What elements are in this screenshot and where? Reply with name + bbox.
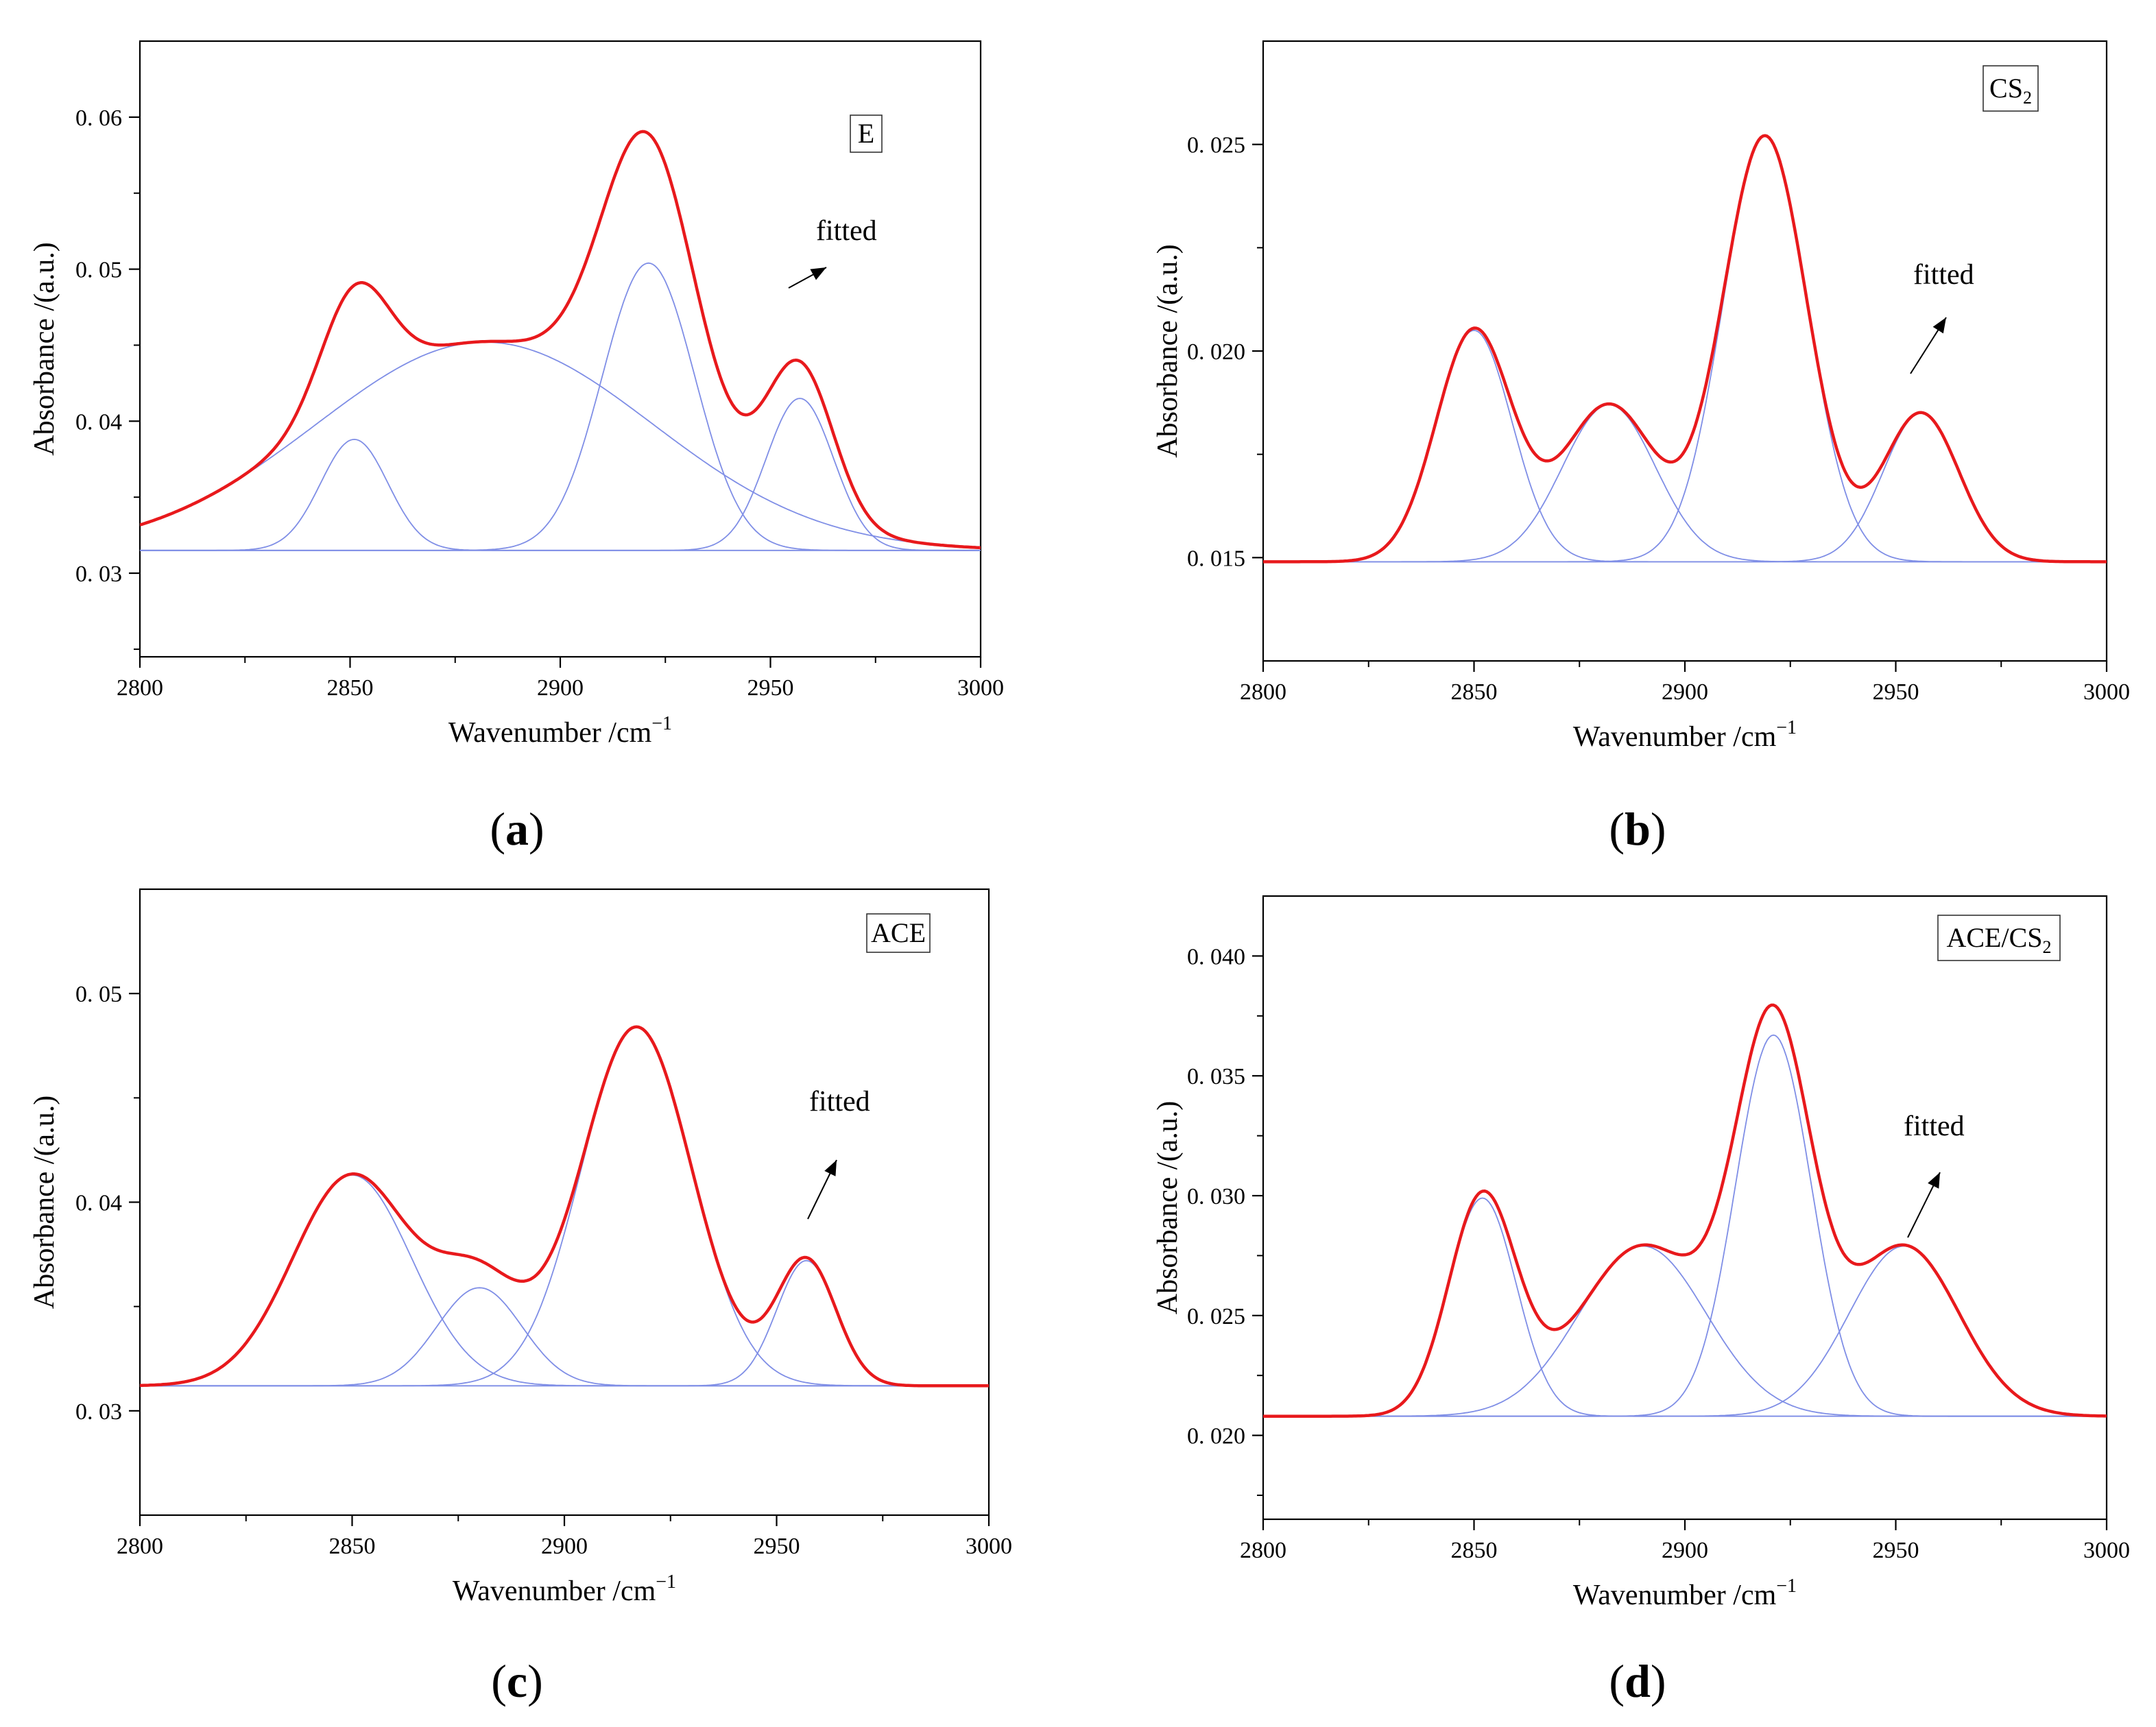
y-tick-label: 0. 040 <box>1187 944 1245 969</box>
component-peak-2 <box>1263 404 2107 563</box>
chart-d: 2800 2850 2900 2950 3000 0. 020 0. 025 0. 030 0.… <box>1152 895 2130 1611</box>
y-tick-label: 0. 015 <box>1187 546 1245 571</box>
y-axis-label: Absorbance /(a.u.) <box>1152 1101 1184 1314</box>
x-axis-label: Wavenumber /cm−1 <box>453 1571 676 1607</box>
panel-label-d: (d) <box>1609 1655 1666 1707</box>
fitted-annotation: fitted <box>816 215 877 247</box>
component-peak-1 <box>1263 1197 2107 1417</box>
x-tick-label: 2850 <box>329 1534 376 1559</box>
x-axis-label: Wavenumber /cm−1 <box>1573 1575 1797 1611</box>
chart-b: 2800 2850 2900 2950 3000 0. 015 0. 020 0. 025 Wa… <box>1152 40 2130 753</box>
x-tick-label: 2800 <box>117 675 163 701</box>
component-peak-1 <box>140 1174 989 1387</box>
fitted-curve <box>140 1025 989 1388</box>
y-tick-label: 0. 035 <box>1187 1064 1245 1089</box>
x-tick-label: 2900 <box>1662 679 1708 705</box>
sample-label-box <box>866 913 931 953</box>
x-tick-label: 2850 <box>1451 679 1498 705</box>
y-axis-label: Absorbance /(a.u.) <box>29 1096 60 1309</box>
plot-frame <box>1262 895 2108 1521</box>
x-tick-label: 2800 <box>117 1534 163 1559</box>
sample-label-box <box>1937 915 2061 961</box>
plot-area <box>140 130 981 551</box>
sample-label: ACE/CS2 <box>1946 922 2051 957</box>
x-tick-label: 2950 <box>754 1534 800 1559</box>
x-tick-label: 2800 <box>1240 1538 1286 1563</box>
component-peak-3 <box>140 1026 989 1387</box>
x-tick-label: 2950 <box>1873 679 1919 705</box>
sample-label-subscript: 2 <box>2023 88 2032 108</box>
component-peak-2 <box>140 1287 989 1387</box>
chart-c: 2800 2850 2900 2950 3000 0. 03 0. 04 0. 05 Waven… <box>29 888 1012 1607</box>
fitted-annotation: fitted <box>1904 1111 1965 1142</box>
y-tick-label: 0. 025 <box>1187 133 1245 158</box>
x-tick-label: 3000 <box>966 1534 1012 1559</box>
sample-label: ACE <box>871 917 926 948</box>
y-tick-label: 0. 04 <box>75 1191 122 1216</box>
x-tick-label: 3000 <box>2083 1538 2130 1563</box>
x-tick-label: 2900 <box>537 675 584 701</box>
fitted-curve <box>1263 1003 2107 1418</box>
component-peak-4 <box>140 398 981 551</box>
plot-frame <box>139 888 990 1517</box>
x-axis-label-superscript: −1 <box>1776 717 1797 738</box>
component-peak-4 <box>1263 412 2107 563</box>
component-peak-2 <box>140 341 981 548</box>
x-tick-label: 2900 <box>541 1534 588 1559</box>
x-tick-label: 2800 <box>1240 679 1286 705</box>
y-tick-label: 0. 06 <box>75 106 122 131</box>
annotation-arrow-head <box>810 267 826 280</box>
sample-label: E <box>858 118 874 149</box>
y-tick-label: 0. 03 <box>75 561 122 587</box>
x-tick-label: 3000 <box>2083 679 2130 705</box>
component-peak-1 <box>1263 329 2107 563</box>
plot-area <box>140 1025 989 1388</box>
component-peak-3 <box>1263 135 2107 563</box>
sample-label-box <box>850 114 883 153</box>
y-tick-label: 0. 03 <box>75 1399 122 1425</box>
panel-label-c: (c) <box>491 1655 543 1707</box>
y-axis-label: Absorbance /(a.u.) <box>1152 244 1184 457</box>
x-tick-label: 2850 <box>327 675 374 701</box>
fitted-curve <box>1263 134 2107 564</box>
y-tick-label: 0. 05 <box>75 258 122 283</box>
sample-label: CS2 <box>1989 73 2032 108</box>
y-tick-label: 0. 04 <box>75 409 122 435</box>
x-axis-label: Wavenumber /cm−1 <box>448 713 672 749</box>
y-tick-label: 0. 030 <box>1187 1184 1245 1209</box>
fitted-annotation: fitted <box>1913 259 1974 291</box>
component-peak-3 <box>1263 1034 2107 1417</box>
x-tick-label: 2950 <box>1873 1538 1919 1563</box>
plot-area <box>1263 1003 2107 1418</box>
x-axis-label-superscript: −1 <box>1776 1575 1797 1597</box>
x-axis-label: Wavenumber /cm−1 <box>1573 717 1797 753</box>
y-tick-label: 0. 05 <box>75 982 122 1007</box>
plot-area <box>1263 134 2107 564</box>
component-peak-4 <box>140 1259 989 1387</box>
panel-label-a: (a) <box>490 803 544 855</box>
y-tick-label: 0. 020 <box>1187 339 1245 365</box>
y-tick-label: 0. 020 <box>1187 1424 1245 1449</box>
sample-label-subscript: 2 <box>2043 937 2052 957</box>
x-axis-label-superscript: −1 <box>651 713 672 734</box>
x-tick-label: 2900 <box>1662 1538 1708 1563</box>
sample-label-box <box>1983 65 2039 112</box>
annotation-arrow-head <box>1932 317 1946 334</box>
plot-frame <box>1262 40 2108 662</box>
x-tick-label: 2950 <box>747 675 794 701</box>
x-axis-label-superscript: −1 <box>656 1571 676 1593</box>
x-tick-label: 3000 <box>957 675 1004 701</box>
y-axis-label: Absorbance /(a.u.) <box>29 242 60 455</box>
annotation-arrow-head <box>1928 1172 1940 1189</box>
fitted-annotation: fitted <box>809 1086 870 1118</box>
fitted-curve <box>140 130 981 550</box>
chart-a: 2800 2850 2900 2950 3000 0. 03 0. 04 0. 05 0. 06… <box>29 40 1004 749</box>
panel-label-b: (b) <box>1609 803 1666 855</box>
component-peak-3 <box>140 262 981 551</box>
annotation-arrow-head <box>824 1160 837 1176</box>
y-tick-label: 0. 025 <box>1187 1304 1245 1329</box>
x-tick-label: 2850 <box>1451 1538 1498 1563</box>
